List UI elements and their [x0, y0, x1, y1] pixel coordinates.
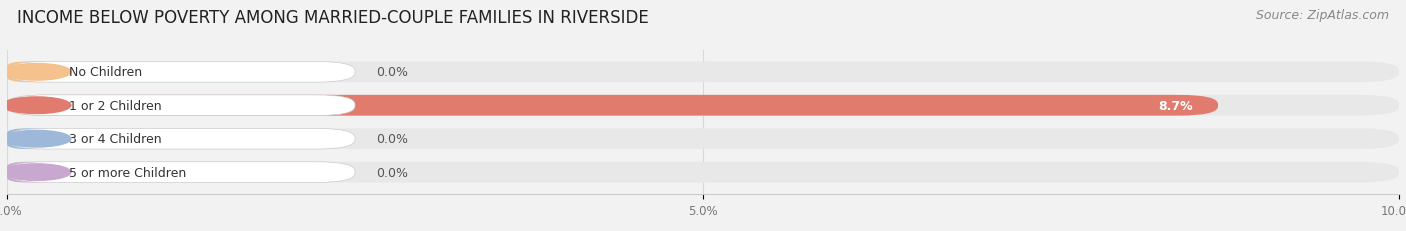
Text: Source: ZipAtlas.com: Source: ZipAtlas.com [1256, 9, 1389, 22]
FancyBboxPatch shape [7, 95, 1399, 116]
Text: 1 or 2 Children: 1 or 2 Children [69, 99, 162, 112]
Circle shape [1, 64, 70, 81]
FancyBboxPatch shape [7, 162, 354, 183]
Circle shape [1, 131, 70, 147]
FancyBboxPatch shape [7, 62, 354, 83]
Circle shape [1, 164, 70, 181]
FancyBboxPatch shape [7, 129, 1399, 149]
FancyBboxPatch shape [7, 95, 1218, 116]
FancyBboxPatch shape [7, 129, 56, 149]
Text: 8.7%: 8.7% [1159, 99, 1192, 112]
Text: No Children: No Children [69, 66, 142, 79]
FancyBboxPatch shape [7, 62, 1399, 83]
FancyBboxPatch shape [7, 129, 354, 149]
Text: INCOME BELOW POVERTY AMONG MARRIED-COUPLE FAMILIES IN RIVERSIDE: INCOME BELOW POVERTY AMONG MARRIED-COUPL… [17, 9, 648, 27]
Text: 0.0%: 0.0% [375, 133, 408, 146]
Circle shape [1, 97, 70, 114]
FancyBboxPatch shape [7, 162, 1399, 183]
FancyBboxPatch shape [7, 95, 354, 116]
FancyBboxPatch shape [7, 62, 56, 83]
Text: 5 or more Children: 5 or more Children [69, 166, 187, 179]
Text: 3 or 4 Children: 3 or 4 Children [69, 133, 162, 146]
FancyBboxPatch shape [7, 162, 56, 183]
Text: 0.0%: 0.0% [375, 66, 408, 79]
Text: 0.0%: 0.0% [375, 166, 408, 179]
